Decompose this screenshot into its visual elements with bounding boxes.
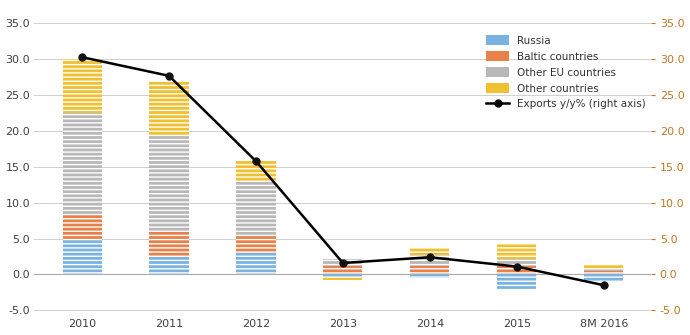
Bar	[324, 277, 362, 280]
Bar	[411, 255, 449, 266]
Bar	[584, 264, 623, 269]
Bar	[63, 239, 101, 274]
Bar	[237, 160, 275, 181]
Bar	[237, 160, 275, 181]
Bar	[150, 257, 188, 274]
Bar	[584, 269, 623, 271]
Bar	[584, 269, 623, 271]
Bar	[497, 259, 536, 266]
Bar	[324, 274, 362, 277]
Bar	[150, 135, 188, 231]
Bar	[63, 213, 101, 239]
Bar	[411, 255, 449, 266]
Bar	[584, 274, 623, 282]
Bar	[150, 231, 188, 257]
Bar	[411, 248, 449, 255]
Bar	[411, 274, 449, 278]
Bar	[324, 266, 362, 274]
Bar	[63, 113, 101, 213]
Bar	[237, 253, 275, 274]
Bar	[237, 235, 275, 253]
Bar	[150, 81, 188, 135]
Bar	[497, 259, 536, 266]
Bar	[63, 213, 101, 239]
Bar	[324, 259, 362, 266]
Bar	[497, 266, 536, 274]
Bar	[584, 271, 623, 274]
Bar	[584, 264, 623, 269]
Bar	[497, 274, 536, 289]
Bar	[237, 181, 275, 235]
Bar	[150, 135, 188, 231]
Bar	[237, 181, 275, 235]
Bar	[237, 253, 275, 274]
Bar	[63, 113, 101, 213]
Bar	[497, 266, 536, 274]
Bar	[150, 231, 188, 257]
Bar	[497, 244, 536, 259]
Legend: Russia, Baltic countries, Other EU countries, Other countries, Exports y/y% (rig: Russia, Baltic countries, Other EU count…	[486, 36, 646, 110]
Bar	[63, 59, 101, 113]
Bar	[150, 257, 188, 274]
Bar	[324, 266, 362, 274]
Bar	[150, 81, 188, 135]
Bar	[237, 235, 275, 253]
Bar	[584, 274, 623, 282]
Bar	[411, 274, 449, 278]
Bar	[63, 239, 101, 274]
Bar	[411, 248, 449, 255]
Bar	[497, 244, 536, 259]
Bar	[411, 266, 449, 274]
Bar	[324, 274, 362, 277]
Bar	[411, 266, 449, 274]
Bar	[63, 59, 101, 113]
Bar	[497, 274, 536, 289]
Bar	[324, 277, 362, 280]
Bar	[584, 271, 623, 274]
Bar	[324, 259, 362, 266]
